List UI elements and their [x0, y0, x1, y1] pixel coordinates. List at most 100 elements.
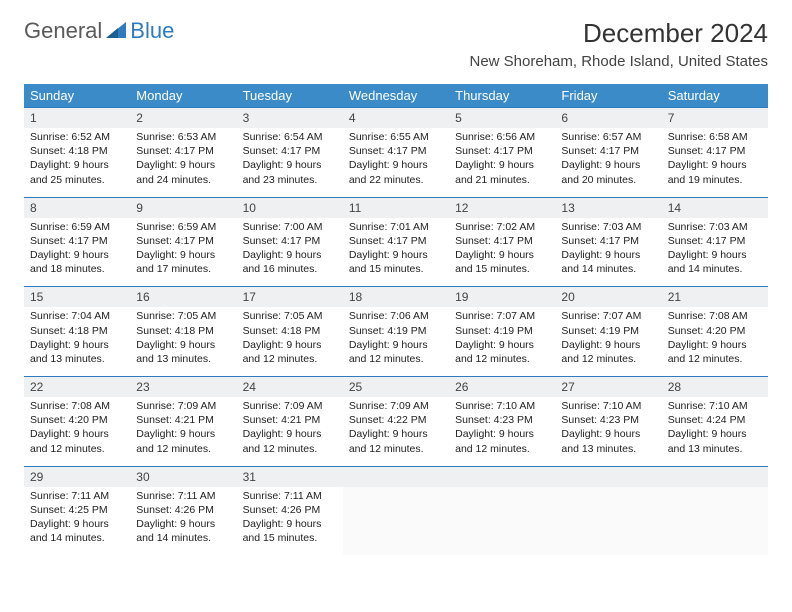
sunrise-text: Sunrise: 6:54 AM	[243, 130, 337, 144]
day-details-cell: Sunrise: 7:09 AMSunset: 4:21 PMDaylight:…	[237, 397, 343, 466]
sunset-text: Sunset: 4:18 PM	[243, 324, 337, 338]
location: New Shoreham, Rhode Island, United State…	[470, 53, 769, 70]
day-header: Monday	[130, 84, 236, 108]
day-number: 20	[555, 287, 661, 307]
day-number: 5	[449, 108, 555, 128]
sunrise-text: Sunrise: 6:55 AM	[349, 130, 443, 144]
daylight-text: Daylight: 9 hours and 12 minutes.	[349, 427, 443, 455]
sunset-text: Sunset: 4:20 PM	[30, 413, 124, 427]
day-details-cell: Sunrise: 6:57 AMSunset: 4:17 PMDaylight:…	[555, 128, 661, 197]
day-number-cell: 21	[662, 287, 768, 308]
sunset-text: Sunset: 4:18 PM	[30, 144, 124, 158]
day-details-cell: Sunrise: 7:04 AMSunset: 4:18 PMDaylight:…	[24, 307, 130, 376]
day-number-cell	[343, 466, 449, 487]
day-header: Friday	[555, 84, 661, 108]
logo: General Blue	[24, 18, 174, 44]
sunrise-text: Sunrise: 6:59 AM	[136, 220, 230, 234]
sunset-text: Sunset: 4:26 PM	[243, 503, 337, 517]
sunset-text: Sunset: 4:21 PM	[243, 413, 337, 427]
week-details-row: Sunrise: 7:11 AMSunset: 4:25 PMDaylight:…	[24, 487, 768, 556]
sunrise-text: Sunrise: 7:03 AM	[668, 220, 762, 234]
day-number: 6	[555, 108, 661, 128]
week-number-row: 293031	[24, 466, 768, 487]
daylight-text: Daylight: 9 hours and 16 minutes.	[243, 248, 337, 276]
sunset-text: Sunset: 4:24 PM	[668, 413, 762, 427]
day-number: 31	[237, 467, 343, 487]
day-details-cell: Sunrise: 6:55 AMSunset: 4:17 PMDaylight:…	[343, 128, 449, 197]
week-number-row: 22232425262728	[24, 377, 768, 398]
daylight-text: Daylight: 9 hours and 12 minutes.	[243, 427, 337, 455]
day-number: 13	[555, 198, 661, 218]
sunrise-text: Sunrise: 7:06 AM	[349, 309, 443, 323]
daylight-text: Daylight: 9 hours and 12 minutes.	[455, 338, 549, 366]
day-details-cell	[555, 487, 661, 556]
day-details-cell: Sunrise: 7:08 AMSunset: 4:20 PMDaylight:…	[24, 397, 130, 466]
daylight-text: Daylight: 9 hours and 12 minutes.	[668, 338, 762, 366]
day-number-cell: 20	[555, 287, 661, 308]
sunrise-text: Sunrise: 7:11 AM	[136, 489, 230, 503]
daylight-text: Daylight: 9 hours and 12 minutes.	[136, 427, 230, 455]
sunrise-text: Sunrise: 7:04 AM	[30, 309, 124, 323]
title-block: December 2024 New Shoreham, Rhode Island…	[470, 18, 769, 70]
day-details-cell: Sunrise: 6:52 AMSunset: 4:18 PMDaylight:…	[24, 128, 130, 197]
week-number-row: 15161718192021	[24, 287, 768, 308]
logo-text-general: General	[24, 18, 102, 44]
sunset-text: Sunset: 4:21 PM	[136, 413, 230, 427]
day-details-cell: Sunrise: 7:05 AMSunset: 4:18 PMDaylight:…	[237, 307, 343, 376]
day-header: Tuesday	[237, 84, 343, 108]
day-number-cell: 10	[237, 197, 343, 218]
sunset-text: Sunset: 4:26 PM	[136, 503, 230, 517]
day-details-cell: Sunrise: 7:11 AMSunset: 4:25 PMDaylight:…	[24, 487, 130, 556]
sunrise-text: Sunrise: 6:58 AM	[668, 130, 762, 144]
day-details-cell: Sunrise: 6:54 AMSunset: 4:17 PMDaylight:…	[237, 128, 343, 197]
sunrise-text: Sunrise: 7:05 AM	[243, 309, 337, 323]
sunrise-text: Sunrise: 7:10 AM	[668, 399, 762, 413]
daylight-text: Daylight: 9 hours and 13 minutes.	[561, 427, 655, 455]
day-details-cell: Sunrise: 7:02 AMSunset: 4:17 PMDaylight:…	[449, 218, 555, 287]
day-number: 3	[237, 108, 343, 128]
day-number-cell: 17	[237, 287, 343, 308]
day-number: 22	[24, 377, 130, 397]
sunrise-text: Sunrise: 6:59 AM	[30, 220, 124, 234]
sunset-text: Sunset: 4:17 PM	[561, 234, 655, 248]
sunrise-text: Sunrise: 7:01 AM	[349, 220, 443, 234]
day-header-row: Sunday Monday Tuesday Wednesday Thursday…	[24, 84, 768, 108]
sunset-text: Sunset: 4:17 PM	[668, 234, 762, 248]
day-details-cell: Sunrise: 6:56 AMSunset: 4:17 PMDaylight:…	[449, 128, 555, 197]
day-number: 17	[237, 287, 343, 307]
day-number-cell: 23	[130, 377, 236, 398]
day-details-cell: Sunrise: 7:00 AMSunset: 4:17 PMDaylight:…	[237, 218, 343, 287]
day-details-cell: Sunrise: 7:05 AMSunset: 4:18 PMDaylight:…	[130, 307, 236, 376]
day-number-cell: 11	[343, 197, 449, 218]
daylight-text: Daylight: 9 hours and 15 minutes.	[349, 248, 443, 276]
day-number-cell: 14	[662, 197, 768, 218]
day-number-cell: 1	[24, 108, 130, 129]
daylight-text: Daylight: 9 hours and 23 minutes.	[243, 158, 337, 186]
daylight-text: Daylight: 9 hours and 15 minutes.	[243, 517, 337, 545]
day-number: 21	[662, 287, 768, 307]
logo-triangle-icon	[106, 22, 126, 40]
day-number-cell: 13	[555, 197, 661, 218]
day-number-cell: 26	[449, 377, 555, 398]
sunrise-text: Sunrise: 7:08 AM	[30, 399, 124, 413]
sunset-text: Sunset: 4:17 PM	[349, 144, 443, 158]
daylight-text: Daylight: 9 hours and 14 minutes.	[668, 248, 762, 276]
sunrise-text: Sunrise: 7:03 AM	[561, 220, 655, 234]
day-number: 12	[449, 198, 555, 218]
day-header: Sunday	[24, 84, 130, 108]
sunset-text: Sunset: 4:17 PM	[668, 144, 762, 158]
daylight-text: Daylight: 9 hours and 13 minutes.	[136, 338, 230, 366]
day-details-cell: Sunrise: 7:10 AMSunset: 4:23 PMDaylight:…	[449, 397, 555, 466]
day-number: 7	[662, 108, 768, 128]
daylight-text: Daylight: 9 hours and 12 minutes.	[243, 338, 337, 366]
day-number: 1	[24, 108, 130, 128]
sunset-text: Sunset: 4:23 PM	[561, 413, 655, 427]
day-number-cell: 6	[555, 108, 661, 129]
sunset-text: Sunset: 4:20 PM	[668, 324, 762, 338]
week-number-row: 891011121314	[24, 197, 768, 218]
day-number-cell	[555, 466, 661, 487]
sunset-text: Sunset: 4:19 PM	[455, 324, 549, 338]
daylight-text: Daylight: 9 hours and 14 minutes.	[136, 517, 230, 545]
day-number: 4	[343, 108, 449, 128]
day-header: Wednesday	[343, 84, 449, 108]
